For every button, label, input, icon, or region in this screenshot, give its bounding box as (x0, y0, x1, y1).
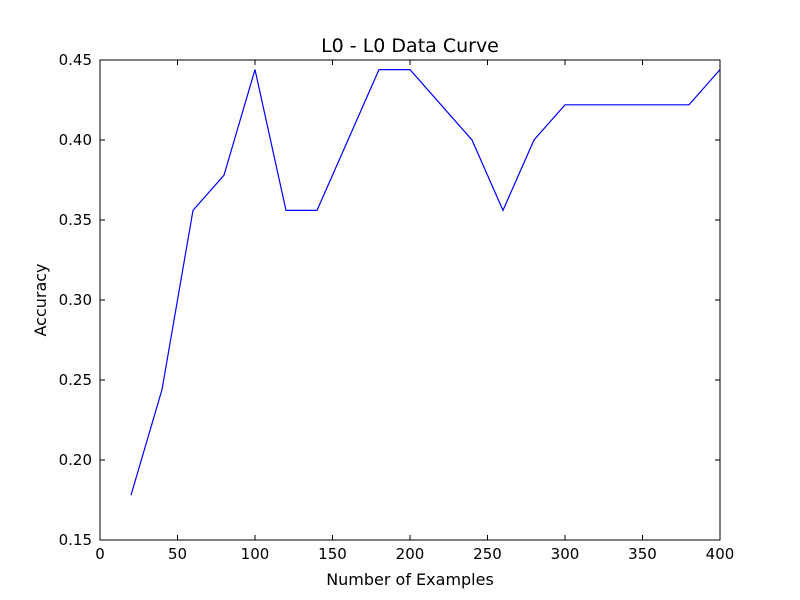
x-tick-label: 0 (95, 545, 105, 563)
y-tick-label: 0.45 (59, 51, 92, 69)
y-tick-label: 0.30 (59, 291, 92, 309)
plot-frame (99, 59, 721, 541)
x-tick-label: 50 (168, 545, 187, 563)
x-tick-label: 200 (396, 545, 425, 563)
x-tick-label: 150 (318, 545, 347, 563)
y-tick-label: 0.35 (59, 211, 92, 229)
x-tick-label: 400 (706, 545, 735, 563)
y-tick-label: 0.25 (59, 371, 92, 389)
y-axis-label: Accuracy (31, 263, 50, 336)
x-tick-label: 250 (473, 545, 502, 563)
x-tick-label: 350 (628, 545, 657, 563)
series-line-0 (130, 68, 721, 496)
plot-area (130, 68, 721, 496)
y-tick-label: 0.20 (59, 451, 92, 469)
axis-ticks: 0 50 100 150 200 250 300 350 400 0.15 0.20 0.25 0.30… (59, 51, 735, 563)
x-axis-label: Number of Examples (326, 570, 494, 589)
x-tick-label: 100 (241, 545, 270, 563)
x-tick-label: 300 (551, 545, 580, 563)
y-tick-label: 0.15 (59, 531, 92, 549)
y-tick-label: 0.40 (59, 131, 92, 149)
chart-title: L0 - L0 Data Curve (321, 35, 499, 57)
